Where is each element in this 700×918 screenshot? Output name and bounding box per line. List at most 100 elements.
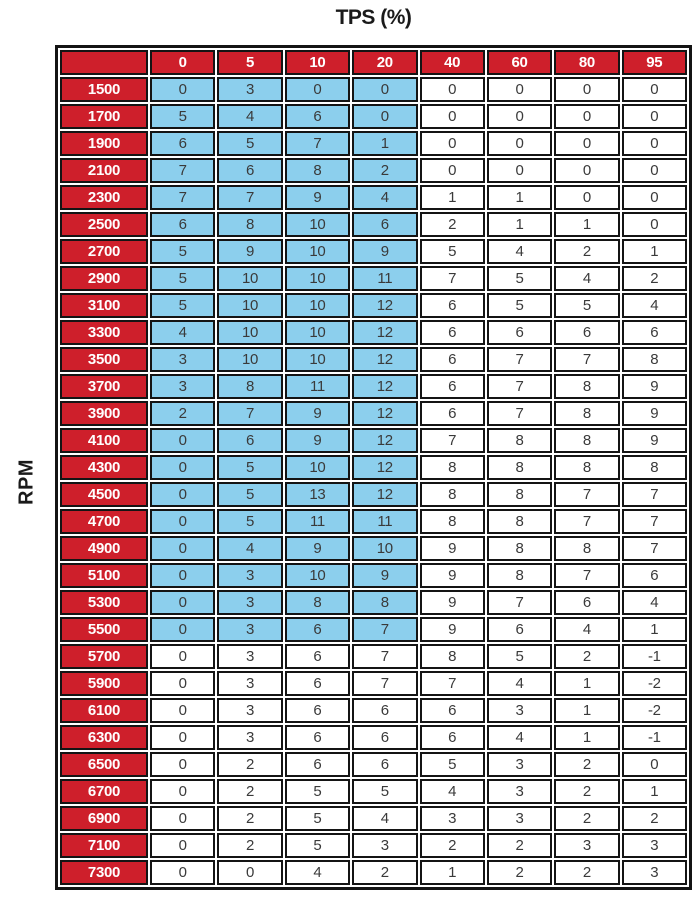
table-row-5100: 5100 0 3 10 9 9 8 7 6	[60, 563, 687, 588]
value-cell: 1	[419, 860, 485, 885]
row-header-rpm-6700: 6700	[60, 779, 148, 804]
value-cell: 1	[486, 212, 553, 237]
value-cell: 3	[150, 347, 216, 372]
value-cell: 9	[419, 536, 485, 561]
value-cell: 6	[284, 617, 351, 642]
value-cell: 2	[217, 752, 283, 777]
table-row-4900: 4900 0 4 9 10 9 8 8 7	[60, 536, 687, 561]
row-header-rpm-5100: 5100	[60, 563, 148, 588]
table-row-3500: 3500 3 10 10 12 6 7 7 8	[60, 347, 687, 372]
value-cell: 6	[419, 374, 485, 399]
value-cell: 10	[284, 347, 351, 372]
value-cell: 0	[554, 185, 620, 210]
row-header-rpm-3300: 3300	[60, 320, 148, 345]
value-cell: 7	[486, 590, 553, 615]
value-cell: 2	[217, 779, 283, 804]
row-header-rpm-4100: 4100	[60, 428, 148, 453]
value-cell: 9	[284, 536, 351, 561]
value-cell: 0	[419, 131, 485, 156]
table-row-4500: 4500 0 5 13 12 8 8 7 7	[60, 482, 687, 507]
value-cell: 2	[621, 266, 687, 291]
value-cell: 7	[419, 671, 485, 696]
value-cell: 0	[150, 563, 216, 588]
value-cell: 4	[621, 293, 687, 318]
value-cell: 1	[486, 185, 553, 210]
value-cell: 8	[486, 536, 553, 561]
value-cell: 7	[486, 401, 553, 426]
value-cell: 0	[621, 212, 687, 237]
value-cell: 4	[284, 860, 351, 885]
value-cell: 2	[554, 752, 620, 777]
value-cell: 0	[554, 158, 620, 183]
value-cell: 5	[150, 104, 216, 129]
value-cell: 9	[217, 239, 283, 264]
value-cell: 8	[486, 509, 553, 534]
value-cell: 6	[150, 131, 216, 156]
value-cell: 0	[419, 77, 485, 102]
value-cell: 9	[419, 563, 485, 588]
value-cell: 0	[217, 860, 283, 885]
row-header-rpm-3900: 3900	[60, 401, 148, 426]
value-cell: 7	[554, 563, 620, 588]
value-cell: 5	[217, 509, 283, 534]
value-cell: 3	[486, 698, 553, 723]
value-cell: 6	[554, 590, 620, 615]
value-cell: 0	[150, 671, 216, 696]
value-cell: 6	[284, 752, 351, 777]
value-cell: 5	[284, 806, 351, 831]
value-cell: 9	[621, 401, 687, 426]
value-cell: 2	[554, 779, 620, 804]
row-header-rpm-1900: 1900	[60, 131, 148, 156]
value-cell: 4	[486, 671, 553, 696]
column-header-tps-80: 80	[554, 50, 620, 75]
value-cell: 0	[150, 77, 216, 102]
value-cell: 0	[150, 644, 216, 669]
value-cell: -2	[621, 671, 687, 696]
value-cell: 7	[486, 347, 553, 372]
value-cell: 0	[621, 104, 687, 129]
row-header-rpm-2100: 2100	[60, 158, 148, 183]
value-cell: 5	[150, 293, 216, 318]
value-cell: 3	[217, 77, 283, 102]
value-cell: 0	[150, 536, 216, 561]
value-cell: 0	[486, 158, 553, 183]
value-cell: 0	[621, 77, 687, 102]
value-cell: 10	[284, 293, 351, 318]
table-row-5700: 5700 0 3 6 7 8 5 2 -1	[60, 644, 687, 669]
table-row-6100: 6100 0 3 6 6 6 3 1 -2	[60, 698, 687, 723]
value-cell: 3	[217, 725, 283, 750]
value-cell: 2	[419, 212, 485, 237]
table-title: TPS (%)	[335, 6, 412, 29]
table-row-3700: 3700 3 8 11 12 6 7 8 9	[60, 374, 687, 399]
value-cell: 3	[217, 671, 283, 696]
value-cell: 9	[621, 428, 687, 453]
value-cell: 7	[284, 131, 351, 156]
value-cell: 0	[554, 131, 620, 156]
value-cell: 10	[217, 347, 283, 372]
value-cell: 7	[352, 617, 418, 642]
value-cell: 1	[621, 617, 687, 642]
value-cell: 6	[150, 212, 216, 237]
value-cell: 8	[419, 482, 485, 507]
table-row-4300: 4300 0 5 10 12 8 8 8 8	[60, 455, 687, 480]
value-cell: 0	[150, 428, 216, 453]
value-cell: 9	[352, 563, 418, 588]
table-header: 0 5 10 20 40 60 80 95	[60, 50, 687, 75]
value-cell: 4	[150, 320, 216, 345]
value-cell: 11	[352, 266, 418, 291]
value-cell: 5	[217, 482, 283, 507]
value-cell: 8	[621, 455, 687, 480]
value-cell: 2	[217, 833, 283, 858]
value-cell: 2	[486, 833, 553, 858]
value-cell: 6	[419, 698, 485, 723]
value-cell: 8	[554, 374, 620, 399]
value-cell: 0	[150, 482, 216, 507]
value-cell: 6	[621, 320, 687, 345]
value-cell: 12	[352, 455, 418, 480]
row-header-rpm-3700: 3700	[60, 374, 148, 399]
value-cell: 6	[419, 293, 485, 318]
row-header-rpm-4500: 4500	[60, 482, 148, 507]
value-cell: 10	[284, 320, 351, 345]
value-cell: 8	[486, 428, 553, 453]
